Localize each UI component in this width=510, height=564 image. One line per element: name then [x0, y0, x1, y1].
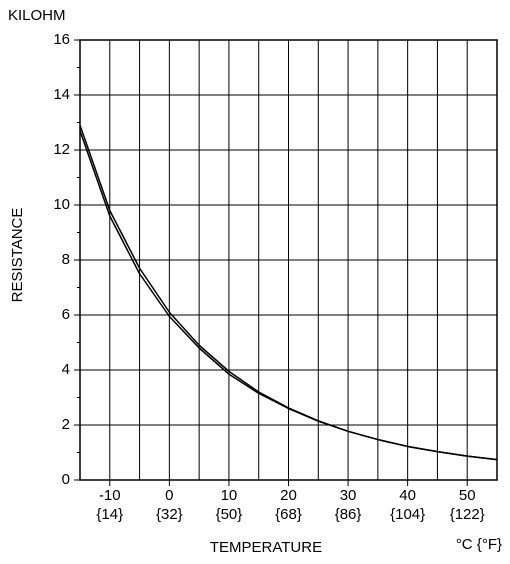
- y-tick-label: 0: [62, 471, 70, 488]
- y-tick-label: 2: [62, 416, 70, 433]
- x-tick-label: 0: [165, 487, 173, 504]
- x-tick-label: 30: [340, 487, 357, 504]
- x-tick-sublabel: {68}: [275, 506, 302, 523]
- y-axis-label: RESISTANCE: [9, 208, 26, 303]
- x-tick-sublabel: {32}: [156, 506, 183, 523]
- x-unit-label: °C {°F}: [456, 536, 502, 553]
- curve: [79, 130, 498, 461]
- x-tick-sublabel: {86}: [335, 506, 362, 523]
- y-tick-label: 4: [62, 361, 70, 378]
- x-tick-sublabel: {14}: [96, 506, 123, 523]
- y-tick-label: 16: [53, 31, 70, 48]
- y-tick-label: 10: [53, 196, 70, 213]
- y-tick-label: 12: [53, 141, 70, 158]
- x-tick-sublabel: {50}: [216, 506, 243, 523]
- x-tick-label: 20: [280, 487, 297, 504]
- y-tick-label: 8: [62, 251, 70, 268]
- x-tick-label: 10: [221, 487, 238, 504]
- x-tick-label: 50: [459, 487, 476, 504]
- x-tick-label: -10: [99, 487, 121, 504]
- x-tick-sublabel: {122}: [450, 506, 485, 523]
- y-tick-label: 14: [53, 86, 70, 103]
- x-tick-label: 40: [399, 487, 416, 504]
- y-unit-label: KILOHM: [8, 7, 66, 24]
- x-axis-label: TEMPERATURE: [210, 539, 322, 556]
- y-tick-label: 6: [62, 306, 70, 323]
- plot-frame: [79, 39, 498, 481]
- x-tick-sublabel: {104}: [390, 506, 425, 523]
